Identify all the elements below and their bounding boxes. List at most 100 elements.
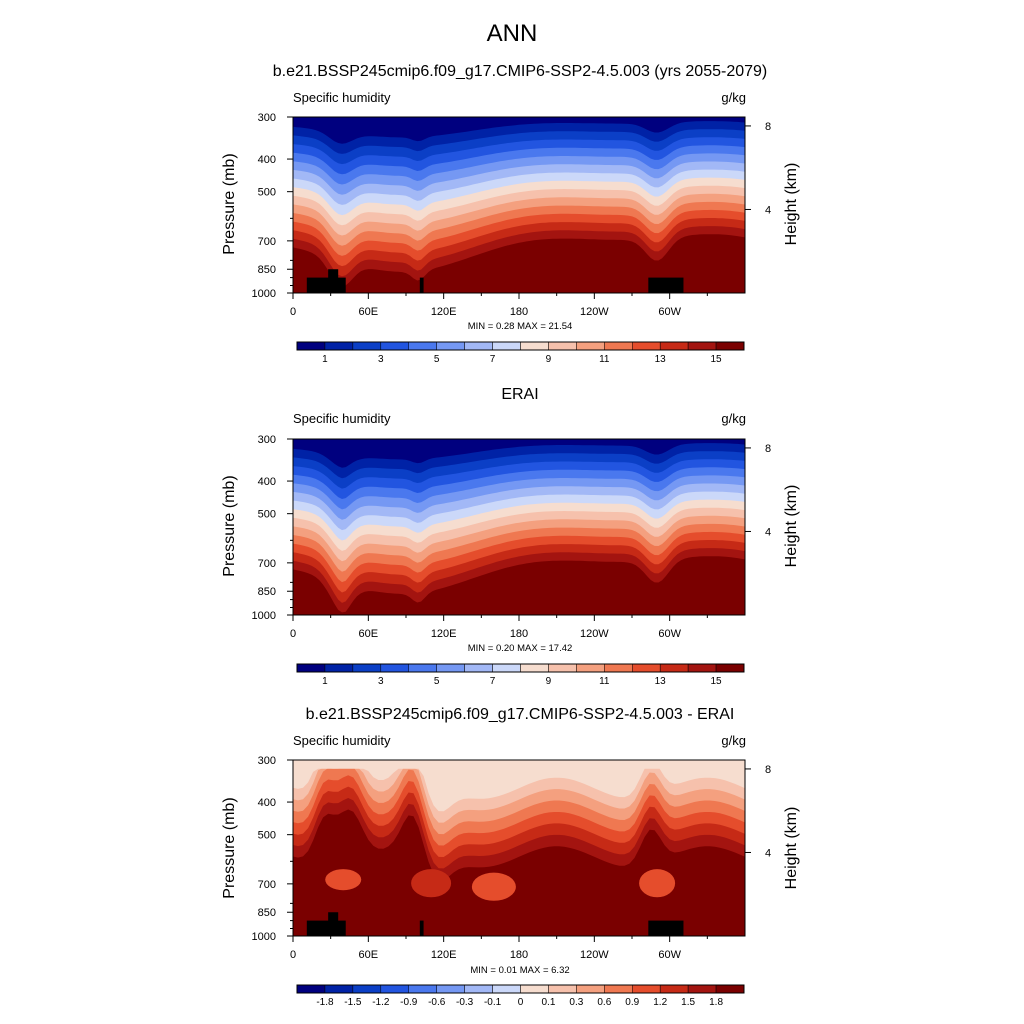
panel-1-ytick-label: 400 — [258, 154, 276, 166]
colorbar-3-swatch — [632, 984, 661, 994]
panel-2-xtick-label: 60E — [359, 628, 379, 640]
colorbar-3-swatch — [520, 984, 549, 994]
colorbar-2-swatch — [520, 663, 549, 673]
colorbar-1-swatch — [492, 341, 521, 351]
panel-3-rtick-label: 4 — [765, 847, 771, 859]
colorbar-2-label: 5 — [434, 676, 440, 687]
panel-1-terrain-2 — [328, 269, 339, 293]
colorbar-3-label: 0.6 — [597, 997, 611, 1008]
colorbar-3-label: -0.9 — [400, 997, 418, 1008]
colorbar-1-label: 7 — [490, 354, 496, 365]
panel-2-rtick-label: 4 — [765, 526, 771, 538]
colorbar-1-swatch — [548, 341, 577, 351]
panel-2-xtick-label: 120W — [580, 628, 609, 640]
colorbar-3-swatch — [408, 984, 437, 994]
colorbar-1-swatch — [520, 341, 549, 351]
panel-2-rtick-label: 8 — [765, 443, 771, 455]
colorbar-2-swatch — [492, 663, 521, 673]
colorbar-3-swatch — [687, 984, 717, 994]
panel-3-ytick-label: 300 — [258, 755, 276, 767]
panel-1-terrain-1 — [306, 277, 346, 293]
colorbar-1-label: 3 — [378, 354, 384, 365]
colorbar-1-swatch — [715, 341, 745, 351]
colorbar-3-label: 1.5 — [681, 997, 695, 1008]
panel-1-ytick-label: 300 — [258, 112, 276, 124]
panel-1-variable-label: Specific humidity — [293, 90, 391, 105]
panel-3-ytick-label: 500 — [258, 830, 276, 842]
panel-3-blob-1 — [325, 869, 362, 891]
panel-3-terrain-1 — [306, 920, 346, 936]
colorbar-3-label: -1.5 — [344, 997, 362, 1008]
figure-title: ANN — [486, 20, 538, 47]
panel-2-ytick-label: 300 — [258, 434, 276, 446]
panel-1-minmax: MIN = 0.28 MAX = 21.54 — [467, 321, 573, 332]
colorbar-2-swatch — [296, 663, 326, 673]
panel-3-blob-3 — [471, 872, 516, 901]
panel-2-units-label: g/kg — [721, 411, 746, 426]
colorbar-3-swatch — [380, 984, 409, 994]
colorbar-1-swatch — [380, 341, 409, 351]
colorbar-3-swatch — [604, 984, 633, 994]
panel-2-minmax: MIN = 0.20 MAX = 17.42 — [467, 643, 573, 654]
panel-1-ytick-label: 500 — [258, 187, 276, 199]
colorbar-2-swatch — [436, 663, 465, 673]
panel-3-blob-4 — [639, 869, 676, 898]
colorbar-3-frame — [296, 984, 745, 994]
colorbar-2-swatch — [464, 663, 493, 673]
colorbar-2-swatch — [687, 663, 717, 673]
colorbar-2-frame — [296, 663, 745, 673]
panel-3-xtick-label: 120W — [580, 949, 609, 961]
colorbar-3-label: 1.2 — [653, 997, 667, 1008]
panel-3-ytick-label: 400 — [258, 797, 276, 809]
colorbar-1-frame — [296, 341, 745, 351]
colorbar-3-label: 1.8 — [709, 997, 723, 1008]
panel-3-ytick-label: 850 — [258, 907, 276, 919]
colorbar-1-label: 1 — [322, 354, 328, 365]
panel-1-ytick-label: 1000 — [252, 288, 276, 300]
panel-2-xtick-label: 180 — [510, 628, 528, 640]
colorbar-2-swatch — [576, 663, 605, 673]
colorbar-3-swatch — [436, 984, 465, 994]
panel-3-minmax: MIN = 0.01 MAX = 6.32 — [470, 965, 570, 976]
panel-3-units-label: g/kg — [721, 733, 746, 748]
panel-1-rtick-label: 4 — [765, 204, 771, 216]
panel-3-xtick-label: 60W — [658, 949, 681, 961]
panel-3-terrain-3 — [419, 920, 424, 936]
panel-2-field — [293, 439, 745, 615]
colorbar-1-label: 9 — [546, 354, 552, 365]
colorbar-1-swatch — [436, 341, 465, 351]
panel-2-title: ERAI — [501, 386, 539, 403]
panel-1-terrain-4 — [648, 277, 684, 293]
colorbar-1-swatch — [324, 341, 354, 351]
colorbar-3-label: -0.1 — [484, 997, 502, 1008]
colorbar-1-swatch — [687, 341, 717, 351]
colorbar-1-swatch — [604, 341, 633, 351]
panel-3-xtick-label: 120E — [431, 949, 457, 961]
colorbar-3-label: 0.3 — [569, 997, 583, 1008]
colorbar-2-swatch — [324, 663, 354, 673]
panel-3-ytick-label: 700 — [258, 879, 276, 891]
panel-3-terrain-4 — [648, 920, 684, 936]
panel-1-ytick-label: 850 — [258, 264, 276, 276]
panel-3-field — [293, 760, 745, 936]
colorbar-2-label: 13 — [655, 676, 667, 687]
panel-2-ytick-label: 500 — [258, 509, 276, 521]
panel-3-blob-2 — [411, 869, 452, 898]
panel-1-field — [293, 117, 745, 293]
colorbar-2-label: 7 — [490, 676, 496, 687]
panel-3-xtick-label: 0 — [290, 949, 296, 961]
colorbar-3-swatch — [464, 984, 493, 994]
panel-2-ytick-label: 850 — [258, 586, 276, 598]
colorbar-2-label: 9 — [546, 676, 552, 687]
colorbar-3-label: -1.2 — [372, 997, 390, 1008]
colorbar-1-label: 11 — [599, 354, 610, 365]
colorbar-1-swatch — [632, 341, 661, 351]
panel-1-xtick-label: 180 — [510, 306, 528, 318]
colorbar-3-swatch — [659, 984, 689, 994]
panel-3-xtick-label: 180 — [510, 949, 528, 961]
colorbar-2-swatch — [548, 663, 577, 673]
colorbar-3-label: 0 — [518, 997, 524, 1008]
panel-3-variable-label: Specific humidity — [293, 733, 391, 748]
colorbar-2-label: 3 — [378, 676, 384, 687]
panel-1-units-label: g/kg — [721, 90, 746, 105]
